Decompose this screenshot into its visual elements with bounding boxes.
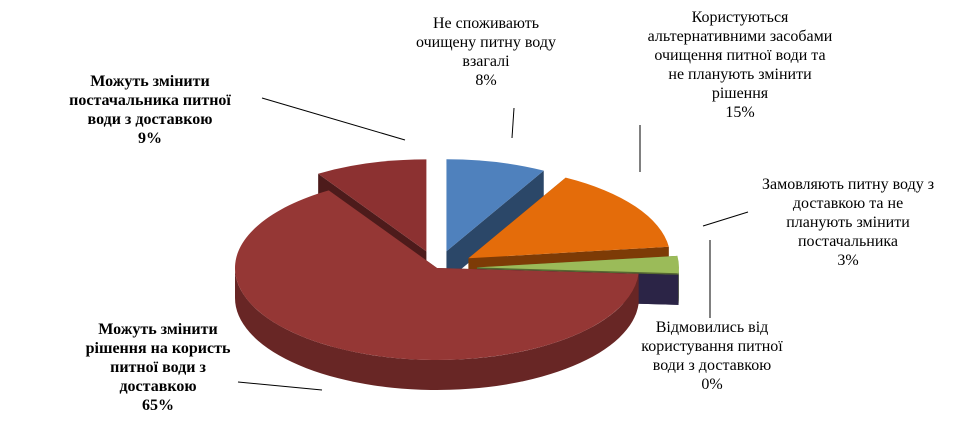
data-label: Замовляють питну воду з доставкою та не … — [761, 175, 936, 270]
value-label: 8% — [475, 72, 497, 89]
value-label: 15% — [725, 104, 755, 121]
slice-top — [476, 255, 679, 274]
leader-line — [511, 107, 515, 139]
data-label: Не споживають очищену питну воду взагалі… — [411, 14, 561, 90]
slice-top — [468, 177, 669, 259]
data-label: Відмовились від користування питної води… — [637, 318, 787, 394]
value-label: 0% — [701, 376, 723, 393]
slice-top — [446, 159, 544, 252]
slice-top — [318, 159, 427, 252]
slice-side — [235, 268, 639, 390]
data-label: Можуть змінити постачальника питної води… — [68, 72, 233, 148]
value-label: 65% — [142, 397, 174, 414]
category-label: Не споживають очищену питну воду взагалі — [416, 15, 556, 70]
category-label: Можуть змінити постачальника питної води… — [69, 73, 231, 128]
leader-line — [702, 211, 749, 227]
slice-top — [234, 190, 639, 361]
leader-line — [261, 97, 406, 141]
category-label: Можуть змінити рішення на користь питної… — [85, 321, 231, 395]
slice — [234, 190, 639, 390]
data-label: Можуть змінити рішення на користь питної… — [73, 320, 243, 415]
value-label: 3% — [837, 252, 859, 269]
category-label: Відмовились від користування питної води… — [641, 319, 783, 374]
leader-line — [237, 381, 323, 391]
category-label: Користуються альтернативними засобами оч… — [647, 9, 833, 102]
slice — [446, 159, 544, 282]
category-label: Замовляють питну воду з доставкою та не … — [761, 176, 935, 250]
slice-edge — [446, 170, 544, 282]
data-label: Користуються альтернативними засобами оч… — [645, 8, 835, 122]
value-label: 9% — [138, 130, 162, 147]
